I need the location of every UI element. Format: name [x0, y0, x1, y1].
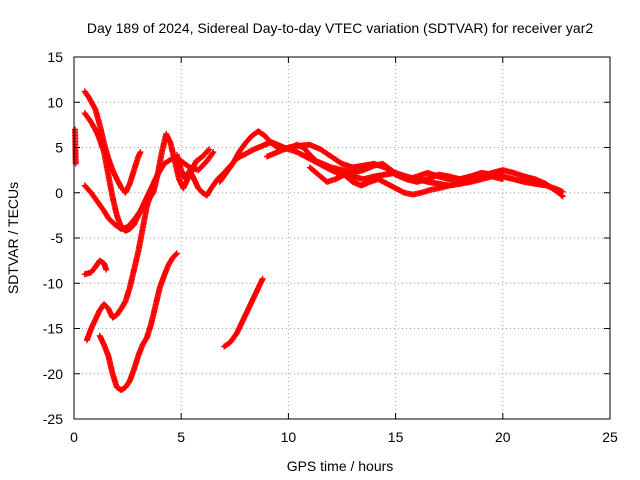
- series-arc-4: [81, 257, 110, 278]
- grid-layer: [74, 57, 610, 419]
- series-arc-1: [81, 88, 144, 196]
- series-arc-7: [221, 275, 266, 350]
- data-point-markers: [96, 250, 180, 394]
- data-point-markers: [81, 257, 110, 278]
- x-tick-label: 20: [495, 429, 511, 445]
- x-axis-label: GPS time / hours: [287, 458, 394, 474]
- data-point-markers: [221, 275, 266, 350]
- x-tick-label: 25: [602, 429, 618, 445]
- marks-layer: [72, 88, 566, 394]
- series-arc-10: [263, 141, 566, 195]
- data-point-markers: [263, 141, 566, 195]
- x-tick-label: 0: [70, 429, 78, 445]
- data-point-markers: [81, 88, 144, 196]
- y-tick-label: -15: [43, 321, 63, 337]
- data-point-markers: [306, 164, 566, 200]
- series-arc-6: [96, 250, 180, 394]
- y-tick-label: 0: [55, 185, 63, 201]
- y-tick-label: -20: [43, 366, 63, 382]
- y-axis-label: SDTVAR / TECUs: [5, 182, 21, 294]
- y-tick-label: -5: [51, 230, 64, 246]
- y-tick-label: -25: [43, 411, 63, 427]
- series-arc-5: [83, 176, 159, 344]
- x-tick-label: 5: [177, 429, 185, 445]
- data-point-markers: [83, 176, 159, 344]
- series-arc-11: [306, 164, 566, 200]
- x-tick-label: 15: [388, 429, 404, 445]
- chart-title: Day 189 of 2024, Sidereal Day-to-day VTE…: [87, 20, 593, 36]
- y-tick-label: 10: [47, 94, 63, 110]
- data-point-markers: [72, 126, 79, 167]
- y-tick-label: 15: [47, 49, 63, 65]
- x-tick-label: 10: [281, 429, 297, 445]
- series-arc-12: [72, 126, 79, 167]
- ticks-layer: 0 5 10 15 20 25 -25 -20 -15 -10 -5 0 5 10 15: [43, 49, 618, 445]
- y-tick-label: 5: [55, 140, 63, 156]
- y-tick-label: -10: [43, 275, 63, 291]
